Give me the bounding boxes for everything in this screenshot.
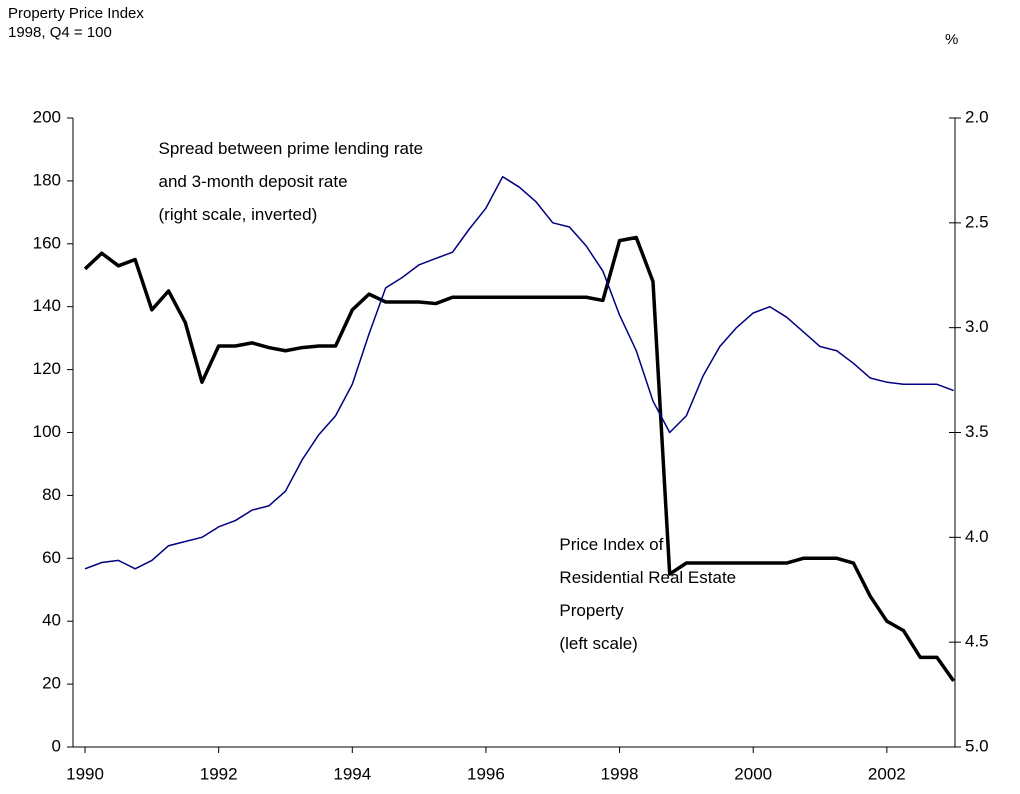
chart-title: Property Price Index <box>8 5 144 22</box>
y-tick-label: 40 <box>42 611 61 630</box>
line-series <box>84 175 954 570</box>
y-tick-label: 180 <box>33 170 61 189</box>
x-tick-label: 1996 <box>467 764 505 783</box>
y-tick-label: 120 <box>33 359 61 378</box>
y2-tick-label: 3.0 <box>965 317 989 336</box>
y-tick-label: 160 <box>33 233 61 252</box>
y-tick-label: 20 <box>42 674 61 693</box>
y2-unit: % <box>945 31 958 48</box>
y2-tick-label: 3.5 <box>965 422 989 441</box>
y-tick-label: 80 <box>42 485 61 504</box>
x-tick-label: 1990 <box>66 764 104 783</box>
y-tick-label: 100 <box>33 422 61 441</box>
x-tick-label: 2002 <box>868 764 906 783</box>
x-tick-label: 2000 <box>734 764 772 783</box>
annotation: and 3-month deposit rate <box>159 172 348 191</box>
y2-tick-label: 2.0 <box>965 107 989 126</box>
y2-tick-label: 4.5 <box>965 632 989 651</box>
chart-subtitle: 1998, Q4 = 100 <box>8 24 112 41</box>
y-tick-label: 0 <box>52 736 61 755</box>
annotation: Residential Real Estate <box>559 568 736 587</box>
annotation: (right scale, inverted) <box>159 205 318 224</box>
y-tick-label: 140 <box>33 296 61 315</box>
y2-tick-label: 4.0 <box>965 527 989 546</box>
annotation: (left scale) <box>559 634 637 653</box>
y-tick-label: 200 <box>33 107 61 126</box>
annotation: Spread between prime lending rate <box>159 139 424 158</box>
annotation: Property <box>559 601 624 620</box>
x-tick-label: 1992 <box>200 764 238 783</box>
y2-tick-label: 2.5 <box>965 212 989 231</box>
x-tick-label: 1994 <box>333 764 371 783</box>
annotation: Price Index of <box>559 535 663 554</box>
y2-tick-label: 5.0 <box>965 736 989 755</box>
y-tick-label: 60 <box>42 548 61 567</box>
line-series <box>83 235 956 682</box>
x-tick-label: 1998 <box>601 764 639 783</box>
